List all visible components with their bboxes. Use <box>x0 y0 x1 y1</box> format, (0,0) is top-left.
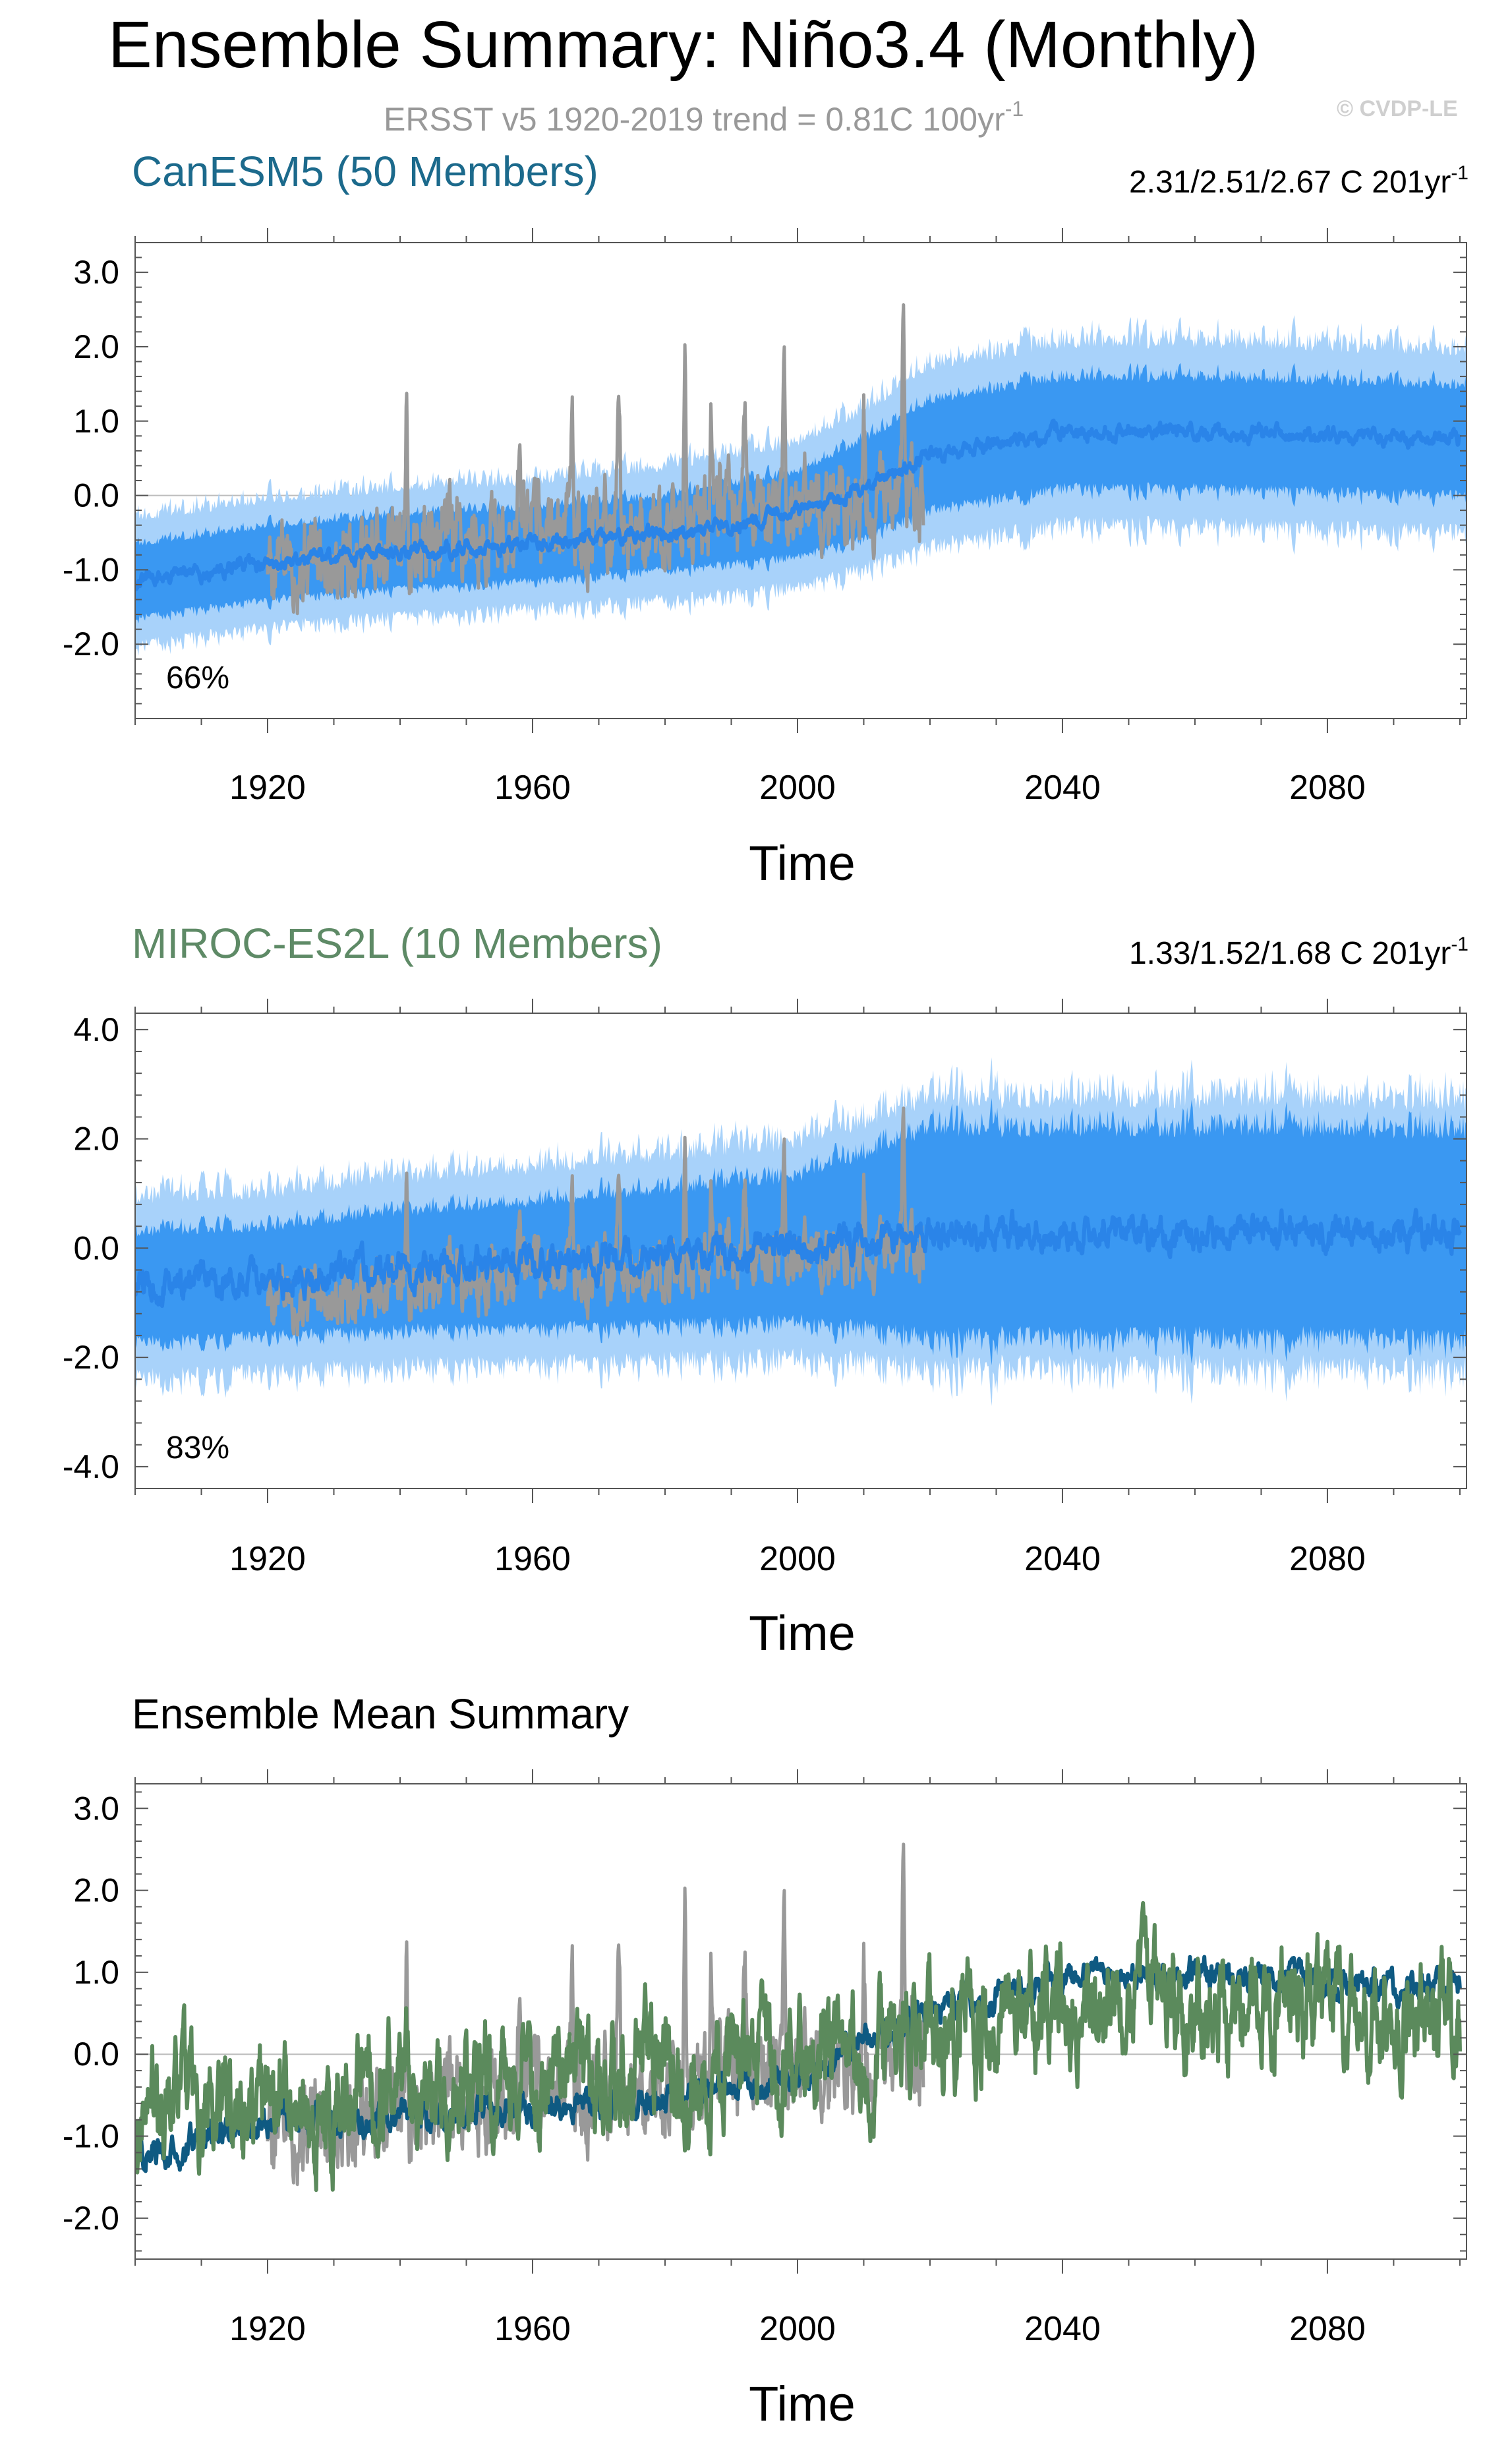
y-tick-label: 3.0 <box>73 1790 119 1827</box>
plot-area-canesm5: -2.0 -1.0 0.0 1.0 2.0 3.0 1920 1960 2000 2040 2080 <box>63 228 1467 807</box>
miroc-mean-line <box>135 1900 1462 2193</box>
x-axis-label-canesm5: Time <box>749 836 856 891</box>
x-tick-label: 1920 <box>229 1540 306 1578</box>
y-tick-label: -1.0 <box>63 551 119 588</box>
y-tick-label: 3.0 <box>73 254 119 291</box>
x-tick-label: 2040 <box>1024 769 1101 807</box>
panel-title-canesm5: CanESM5 (50 Members) <box>132 148 598 195</box>
trend-label-miroc: 1.33/1.52/1.68 C 201yr-1 <box>1129 933 1468 971</box>
obs-line-ersst <box>266 303 925 616</box>
y-tick-label: 0.0 <box>73 477 119 514</box>
watermark: © CVDP-LE <box>1337 96 1458 121</box>
y-tick-label: 1.0 <box>73 1954 119 1991</box>
y-tick-label: 4.0 <box>73 1011 119 1048</box>
plot-area-ensemble-mean: -2.0 -1.0 0.0 1.0 2.0 3.0 1920 1960 2000 2040 2080 <box>63 1769 1467 2348</box>
y-tick-label: 0.0 <box>73 1229 119 1266</box>
panel-canesm5: CanESM5 (50 Members) 2.31/2.51/2.67 C 20… <box>63 148 1468 891</box>
plot-area-miroc: -4.0 -2.0 0.0 2.0 4.0 1920 1960 2000 2040 2080 <box>63 999 1467 1578</box>
inset-label-miroc: 83% <box>166 1430 229 1465</box>
x-tick-label: 2000 <box>759 769 836 807</box>
x-tick-label: 2000 <box>759 2310 836 2348</box>
y-tick-label: 0.0 <box>73 2036 119 2073</box>
inset-label-canesm5: 66% <box>166 661 229 695</box>
spread-band-inner <box>135 1098 1467 1366</box>
y-tick-label: -2.0 <box>63 626 119 663</box>
trend-label-canesm5: 2.31/2.51/2.67 C 201yr-1 <box>1129 162 1468 200</box>
y-tick-label: -2.0 <box>63 2200 119 2237</box>
x-tick-label: 1960 <box>494 769 571 807</box>
x-tick-label: 1960 <box>494 1540 571 1578</box>
x-tick-label: 1920 <box>229 769 306 807</box>
y-tick-label: -1.0 <box>63 2118 119 2155</box>
y-tick-label: 1.0 <box>73 403 119 440</box>
ensemble-mean-line <box>135 419 1462 591</box>
y-tick-label: 2.0 <box>73 1872 119 1909</box>
x-tick-label: 2080 <box>1289 1540 1366 1578</box>
figure-subtitle: ERSST v5 1920-2019 trend = 0.81C 100yr-1 <box>384 97 1024 138</box>
plot-frame <box>134 1013 1467 1489</box>
x-tick-label: 2040 <box>1024 1540 1101 1578</box>
y-tick-label: -2.0 <box>63 1339 119 1376</box>
x-tick-label: 2000 <box>759 1540 836 1578</box>
x-axis-label-ensemble-mean: Time <box>749 2376 856 2431</box>
figure-title: Ensemble Summary: Niño3.4 (Monthly) <box>108 8 1258 82</box>
x-tick-label: 2080 <box>1289 2310 1366 2348</box>
panel-ensemble-mean: Ensemble Mean Summary -2.0 -1.0 0.0 1.0 2.0 3… <box>63 1690 1467 2431</box>
panel-miroc: MIROC-ES2L (10 Members) 1.33/1.52/1.68 C… <box>63 920 1468 1661</box>
y-tick-label: -4.0 <box>63 1448 119 1485</box>
x-tick-label: 1920 <box>229 2310 306 2348</box>
x-axis-label-miroc: Time <box>749 1606 856 1661</box>
ensemble-mean-line <box>135 1208 1462 1309</box>
panel-title-ensemble-mean: Ensemble Mean Summary <box>132 1690 629 1738</box>
y-tick-label: 2.0 <box>73 328 119 365</box>
y-tick-label: 2.0 <box>73 1121 119 1158</box>
x-tick-label: 1960 <box>494 2310 571 2348</box>
x-tick-label: 2080 <box>1289 769 1366 807</box>
x-tick-label: 2040 <box>1024 2310 1101 2348</box>
panel-title-miroc: MIROC-ES2L (10 Members) <box>132 920 662 967</box>
